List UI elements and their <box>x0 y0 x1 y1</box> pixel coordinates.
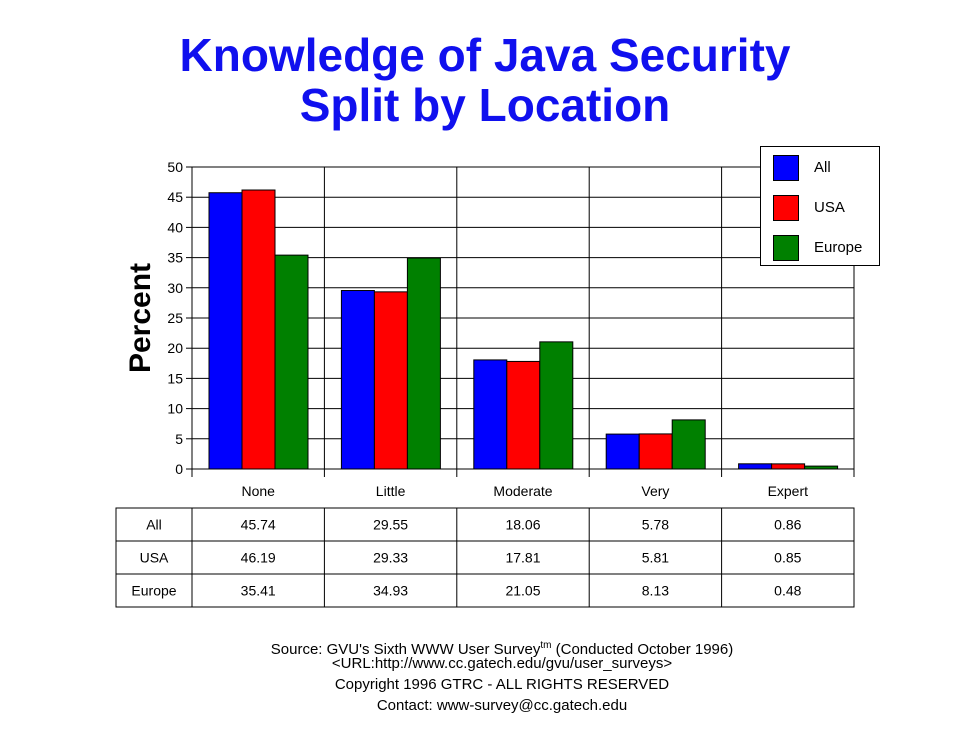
bar-usa-expert <box>771 463 806 470</box>
data-table-cell-usa-expert: 0.85 <box>774 550 801 566</box>
footer-source-tm: tm <box>540 640 552 651</box>
data-table-row-label-europe: Europe <box>131 583 176 599</box>
data-table-row-label-all: All <box>146 517 162 533</box>
x-tick-label-very: Very <box>641 483 669 499</box>
bar-usa-none <box>241 189 276 470</box>
legend-label-all: All <box>814 159 831 176</box>
footer-copyright: Copyright 1996 GTRC - ALL RIGHTS RESERVE… <box>334 676 670 693</box>
y-tick-label-40: 40 <box>167 219 183 235</box>
bar-europe-very <box>671 419 706 470</box>
bar-all-very <box>605 433 640 470</box>
data-table-cell-europe-expert: 0.48 <box>774 583 801 599</box>
data-table-cell-all-little: 29.55 <box>373 517 408 533</box>
legend-item-usa: USA <box>773 194 845 221</box>
bar-europe-moderate <box>539 341 574 470</box>
y-tick-label-50: 50 <box>167 159 183 175</box>
bar-all-none <box>208 192 243 470</box>
data-table-cell-europe-none: 35.41 <box>241 583 276 599</box>
y-tick-label-45: 45 <box>167 189 183 205</box>
bar-usa-very <box>638 433 673 470</box>
footer-source-suffix: (Conducted October 1996) <box>551 641 734 658</box>
x-tick-label-moderate: Moderate <box>493 483 552 499</box>
data-table-cell-all-moderate: 18.06 <box>505 517 540 533</box>
data-table-cell-usa-moderate: 17.81 <box>505 550 540 566</box>
y-tick-label-0: 0 <box>175 461 183 477</box>
data-table-row-label-usa: USA <box>140 550 169 566</box>
legend-item-europe: Europe <box>773 234 862 261</box>
bar-usa-moderate <box>506 360 541 470</box>
legend: All USA Europe <box>760 146 880 266</box>
footer-source-prefix: Source: GVU's Sixth WWW User Survey <box>270 641 541 658</box>
bar-all-expert <box>738 463 773 470</box>
legend-swatch-all <box>773 154 799 181</box>
bar-europe-little <box>406 257 441 470</box>
data-table-cell-all-expert: 0.86 <box>774 517 801 533</box>
x-tick-label-little: Little <box>376 483 406 499</box>
y-tick-label-15: 15 <box>167 370 183 386</box>
legend-label-europe: Europe <box>814 239 863 256</box>
x-tick-label-none: None <box>241 483 275 499</box>
y-tick-label-35: 35 <box>167 250 183 266</box>
x-tick-label-expert: Expert <box>768 483 809 499</box>
legend-label-usa: USA <box>814 199 845 216</box>
legend-item-all: All <box>773 154 831 181</box>
data-table-cell-all-very: 5.78 <box>642 517 669 533</box>
chart-title-line-2: Split by Location <box>299 79 671 131</box>
footer-contact: Contact: www-survey@cc.gatech.edu <box>376 697 628 714</box>
data-table-cell-europe-moderate: 21.05 <box>505 583 540 599</box>
data-table-cell-usa-little: 29.33 <box>373 550 408 566</box>
y-tick-label-30: 30 <box>167 280 183 296</box>
y-tick-label-20: 20 <box>167 340 183 356</box>
data-table-cell-usa-none: 46.19 <box>241 550 276 566</box>
y-tick-label-25: 25 <box>167 310 183 326</box>
bar-europe-none <box>274 254 309 470</box>
data-table-cell-europe-very: 8.13 <box>642 583 669 599</box>
data-table-cell-all-none: 45.74 <box>241 517 276 533</box>
legend-swatch-europe <box>773 234 799 261</box>
data-table-cell-europe-little: 34.93 <box>373 583 408 599</box>
footer-url: <URL:http://www.cc.gatech.edu/gvu/user_s… <box>331 655 673 672</box>
data-table-cell-usa-very: 5.81 <box>642 550 669 566</box>
chart-title-line-1: Knowledge of Java Security <box>179 29 791 81</box>
data-table-frame <box>115 507 855 608</box>
y-tick-label-10: 10 <box>167 401 183 417</box>
legend-swatch-usa <box>773 194 799 221</box>
footer-source: Source: GVU's Sixth WWW User Surveytm (C… <box>0 636 970 660</box>
bar-all-little <box>340 290 375 470</box>
bar-all-moderate <box>473 359 508 470</box>
y-tick-label-5: 5 <box>175 431 183 447</box>
bar-usa-little <box>373 291 408 470</box>
